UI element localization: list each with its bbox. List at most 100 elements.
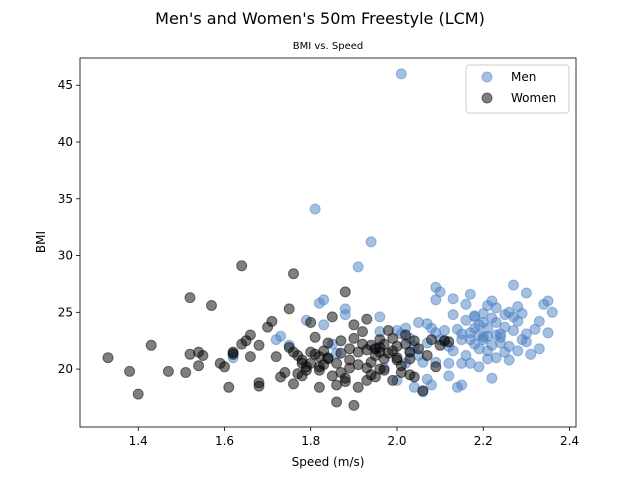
data-point-men	[495, 337, 506, 349]
data-point-women	[339, 376, 351, 388]
data-point-women	[430, 361, 442, 373]
plot-area-frame	[79, 57, 577, 428]
data-point-women	[417, 385, 429, 397]
data-point-women	[132, 388, 144, 400]
y-tick-label: 35	[58, 192, 73, 206]
data-point-men	[456, 379, 468, 391]
x-tick-label: 1.6	[215, 434, 234, 448]
data-point-women	[357, 326, 368, 338]
x-tick-label: 2.2	[474, 434, 493, 448]
x-tick-label: 2.0	[387, 434, 406, 448]
data-point-women	[374, 342, 386, 353]
data-point-women	[184, 292, 196, 304]
data-point-women	[288, 268, 299, 280]
data-point-men	[443, 357, 455, 369]
data-point-men	[434, 286, 446, 298]
data-point-men	[447, 293, 459, 305]
y-tick-label: 20	[58, 362, 73, 376]
data-point-men	[508, 311, 519, 323]
data-point-men	[473, 319, 485, 331]
data-point-men	[542, 327, 554, 339]
data-point-women	[426, 334, 437, 346]
data-point-men	[352, 261, 364, 273]
data-point-women	[266, 315, 278, 327]
data-point-women	[313, 381, 325, 393]
data-point-women	[288, 378, 299, 390]
figure-title: Men's and Women's 50m Freestyle (LCM)	[155, 9, 485, 28]
data-point-men	[508, 325, 519, 336]
legend-marker-men	[481, 71, 493, 83]
legend-marker-women	[481, 92, 493, 104]
data-point-men	[447, 309, 459, 321]
data-point-men	[503, 354, 515, 366]
data-point-men	[464, 288, 476, 300]
data-point-men	[426, 379, 437, 391]
data-point-women	[326, 370, 338, 382]
data-point-women	[335, 347, 347, 359]
data-point-women	[400, 329, 412, 341]
data-point-men	[460, 298, 472, 310]
y-tick-label: 45	[58, 78, 73, 92]
data-point-men	[275, 330, 287, 342]
y-tick-label: 25	[58, 305, 73, 319]
data-point-women	[305, 317, 317, 328]
x-tick-label: 2.4	[560, 434, 579, 448]
data-point-women	[404, 346, 416, 358]
data-point-women	[344, 362, 356, 374]
data-point-women	[180, 367, 192, 378]
data-point-women	[361, 344, 373, 356]
data-point-women	[227, 346, 239, 358]
data-point-women	[253, 339, 265, 351]
data-point-men	[365, 236, 377, 248]
x-axis: 1.4 1.6 1.8 2.0 2.2 2.4	[129, 427, 579, 448]
x-tick-label: 1.8	[301, 434, 320, 448]
data-point-women	[124, 365, 136, 377]
data-point-men	[525, 348, 537, 360]
legend-label-women: Women	[511, 91, 556, 105]
data-point-women	[408, 371, 420, 383]
data-point-men	[520, 287, 532, 299]
data-point-women	[236, 260, 248, 272]
data-point-men	[508, 279, 519, 291]
data-point-women	[270, 351, 282, 363]
data-point-women	[253, 377, 265, 389]
data-point-women	[391, 354, 403, 366]
data-point-women	[313, 351, 325, 363]
data-point-men	[490, 352, 502, 364]
data-point-women	[244, 351, 256, 363]
data-point-men	[447, 345, 459, 357]
data-point-women	[102, 352, 114, 364]
data-point-women	[206, 300, 217, 311]
data-point-women	[197, 350, 209, 361]
x-axis-label: Speed (m/s)	[292, 455, 365, 469]
data-point-men	[490, 302, 502, 314]
y-tick-label: 40	[58, 135, 73, 149]
data-point-women	[421, 350, 433, 361]
data-point-women	[361, 313, 373, 325]
data-point-women	[348, 332, 360, 344]
data-point-women	[244, 329, 256, 341]
data-point-men	[520, 336, 532, 348]
data-point-women	[387, 374, 399, 386]
data-point-women	[335, 335, 347, 347]
data-point-men	[490, 317, 502, 328]
data-point-women	[339, 286, 351, 298]
y-axis-label: BMI	[34, 231, 48, 253]
data-point-women	[309, 331, 321, 343]
data-point-men	[533, 315, 545, 327]
data-point-men	[542, 295, 554, 307]
data-point-women	[443, 336, 455, 348]
data-point-women	[223, 381, 235, 393]
x-tick-label: 1.4	[129, 434, 148, 448]
data-point-women	[162, 365, 174, 377]
data-point-men	[486, 372, 498, 384]
data-point-women	[331, 357, 343, 369]
data-point-women	[331, 396, 343, 408]
data-point-women	[145, 339, 157, 351]
data-point-men	[546, 306, 558, 318]
data-point-men	[318, 294, 330, 306]
y-axis: 20 25 30 35 40 45	[58, 78, 80, 376]
data-point-men	[318, 319, 330, 331]
data-point-men	[395, 68, 407, 80]
legend-label-men: Men	[511, 70, 536, 84]
